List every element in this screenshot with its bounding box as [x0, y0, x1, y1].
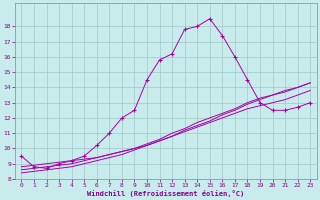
X-axis label: Windchill (Refroidissement éolien,°C): Windchill (Refroidissement éolien,°C) [87, 190, 244, 197]
